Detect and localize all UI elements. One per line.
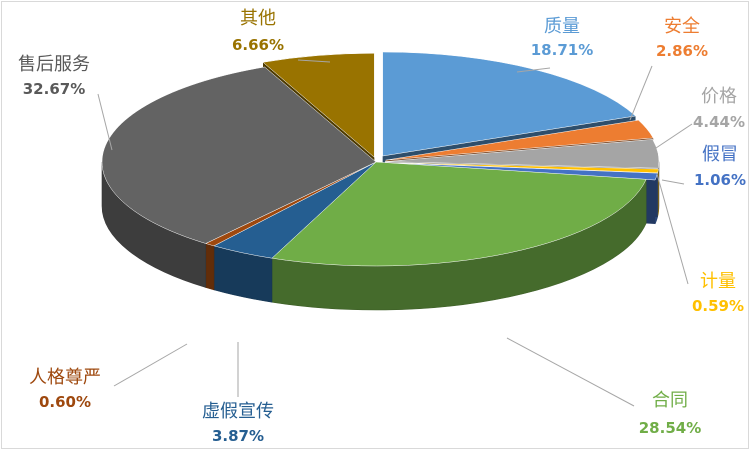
slice-name-label: 价格 <box>701 86 737 107</box>
slice-percent-label: 18.71% <box>531 41 593 59</box>
leader-lines <box>97 59 693 407</box>
slice-name-label: 假冒 <box>702 144 738 165</box>
leader-line-假冒 <box>661 179 685 185</box>
pie-slice-计量 <box>384 162 659 174</box>
data-labels: 质量 18.71% 安全 2.86% 价格 4.44% 计量 0.59% 假冒 1.06% 合同 28… <box>18 8 746 445</box>
leader-line-质量 <box>516 67 551 73</box>
slice-percent-label: 2.86% <box>656 42 708 60</box>
pie-slice-价格 <box>384 139 660 169</box>
slice-percent-label: 6.66% <box>232 36 284 54</box>
pie-slice-其他 <box>262 53 375 158</box>
slice-name-label: 其他 <box>240 8 276 29</box>
slice-name-label: 售后服务 <box>18 54 90 75</box>
leader-line-售后服务 <box>97 93 113 151</box>
leader-line-计量 <box>656 173 689 285</box>
slice-percent-label: 32.67% <box>23 80 85 98</box>
pie-tops <box>101 51 660 267</box>
slice-percent-label: 4.44% <box>693 113 745 131</box>
slice-name-label: 安全 <box>664 16 700 37</box>
leader-line-人格尊严 <box>113 343 188 387</box>
slice-percent-label: 3.87% <box>212 427 264 445</box>
pie-side-人格尊严 <box>205 243 215 291</box>
slice-percent-label: 0.59% <box>692 297 744 315</box>
leader-line-价格 <box>649 123 693 153</box>
slice-name-label: 质量 <box>544 16 580 37</box>
leader-line-合同 <box>506 337 635 407</box>
slice-percent-label: 0.60% <box>39 393 91 411</box>
pie-slice-安全 <box>385 119 654 161</box>
slice-name-label: 计量 <box>700 271 736 292</box>
slice-percent-label: 1.06% <box>694 171 746 189</box>
slice-percent-label: 28.54% <box>639 419 701 437</box>
slice-name-label: 人格尊严 <box>29 367 101 388</box>
leader-line-安全 <box>629 65 653 121</box>
leader-line-其他 <box>297 59 331 63</box>
pie-slice-合同 <box>271 161 647 267</box>
pie-slice-售后服务 <box>101 66 377 244</box>
slice-name-label: 虚假宣传 <box>202 401 274 422</box>
slice-name-label: 合同 <box>652 390 688 411</box>
